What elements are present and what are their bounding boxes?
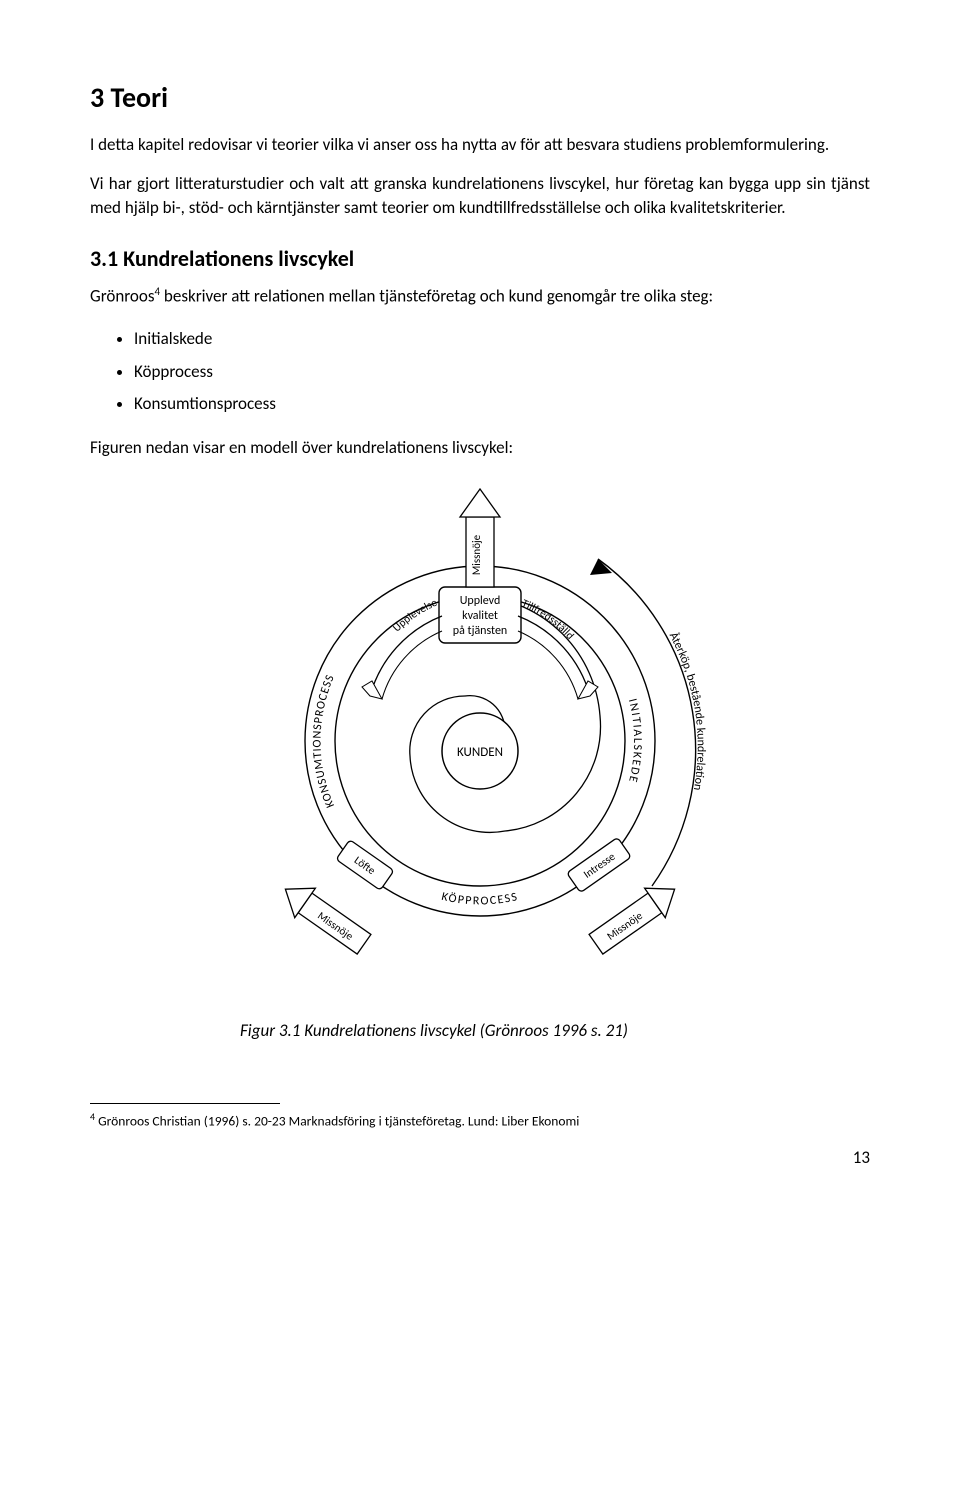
list-item: Köpprocess bbox=[134, 356, 870, 388]
lifecycle-diagram: Löfte Intresse INITIALSKEDE KONSUMTIONSP… bbox=[90, 481, 870, 1001]
ring-label-bottom: KÖPPROCESS bbox=[440, 890, 520, 909]
outer-arc-label: Återköp, bestående kundrelation bbox=[666, 629, 708, 791]
arrow-missnoje-top: Missnöje bbox=[460, 489, 500, 587]
paragraph: Grönroos4 beskriver att relationen mella… bbox=[90, 284, 870, 309]
subsection-heading: 3.1 Kundrelationens livscykel bbox=[90, 245, 870, 272]
arc-left-label: Upplevelse bbox=[390, 595, 439, 634]
ring-label-right: INITIALSKEDE bbox=[625, 697, 644, 785]
list-item: Konsumtionsprocess bbox=[134, 388, 870, 420]
list-item: Initialskede bbox=[134, 323, 870, 355]
section-heading: 3 Teori bbox=[90, 80, 870, 115]
footnote-text: Grönroos Christian (1996) s. 20-23 Markn… bbox=[95, 1113, 579, 1130]
diagram-center-label: KUNDEN bbox=[457, 745, 503, 760]
page-number: 13 bbox=[90, 1146, 870, 1171]
figure-caption: Figur 3.1 Kundrelationens livscykel (Grö… bbox=[240, 1019, 870, 1044]
paragraph: Figuren nedan visar en modell över kundr… bbox=[90, 436, 870, 461]
arc-right-label: Tillfredsställd bbox=[520, 596, 577, 642]
top-block-line: på tjänsten bbox=[453, 624, 507, 638]
paragraph: I detta kapitel redovisar vi teorier vil… bbox=[90, 133, 870, 158]
text-run: Grönroos bbox=[90, 286, 155, 307]
diagram-svg: Löfte Intresse INITIALSKEDE KONSUMTIONSP… bbox=[220, 481, 740, 1001]
footnote: 4 Grönroos Christian (1996) s. 20-23 Mar… bbox=[90, 1110, 870, 1130]
footnote-separator bbox=[90, 1103, 280, 1104]
top-block-line: kvalitet bbox=[462, 609, 498, 623]
text-run: beskriver att relationen mellan tjänstef… bbox=[160, 286, 713, 307]
svg-text:Missnöje: Missnöje bbox=[470, 534, 483, 575]
top-block-line: Upplevd bbox=[460, 594, 501, 608]
bullet-list: Initialskede Köpprocess Konsumtionsproce… bbox=[90, 323, 870, 420]
ring-label-left: KONSUMTIONSPROCESS bbox=[311, 672, 338, 809]
paragraph: Vi har gjort litteraturstudier och valt … bbox=[90, 172, 870, 221]
